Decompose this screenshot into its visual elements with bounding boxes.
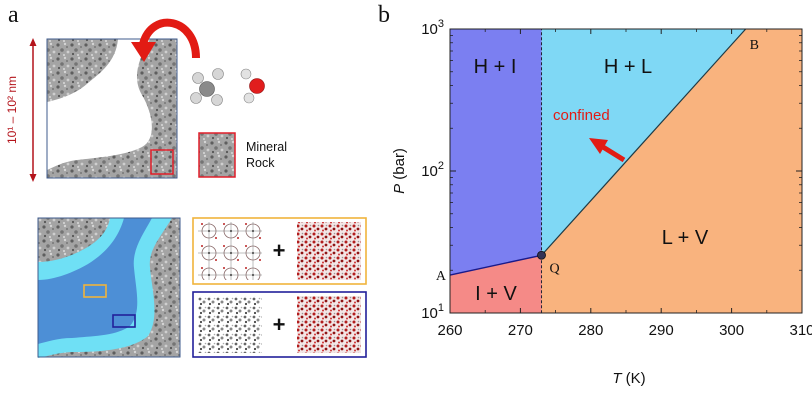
scale-label: 10¹ – 10² nm xyxy=(5,76,19,144)
mineral-highlight-box xyxy=(150,149,174,175)
y-tick-label-1000: 103 xyxy=(421,18,444,38)
plus-sign-1: + xyxy=(273,238,286,263)
scale-bar xyxy=(29,38,37,182)
x-tick-label-310: 310 xyxy=(789,322,812,339)
x-tick-label-300: 300 xyxy=(719,322,744,339)
region-h-i xyxy=(450,29,542,276)
y-tick-label-10: 101 xyxy=(421,302,444,322)
region-label-h-i: H + I xyxy=(474,56,517,78)
confined-pore-image xyxy=(37,217,181,358)
x-axis-unit: (K) xyxy=(622,370,646,387)
x-tick-label-270: 270 xyxy=(508,322,533,339)
point-B-label: B xyxy=(750,38,759,53)
point-A-label: A xyxy=(436,269,447,284)
x-axis-symbol: T xyxy=(612,370,623,387)
rotate-arrow-icon xyxy=(131,18,200,62)
region-i-v xyxy=(450,255,542,313)
methane-gas-image xyxy=(198,296,262,353)
confined-annotation: confined xyxy=(553,107,610,124)
x-tick-label-290: 290 xyxy=(649,322,674,339)
region-label-l-v: L + V xyxy=(662,227,709,249)
methane-molecule-icon xyxy=(190,68,224,106)
confined-region-box xyxy=(112,314,136,328)
mineral-label-line1: Mineral xyxy=(246,140,287,154)
boundary-QB xyxy=(541,28,747,256)
boundary-AQ xyxy=(449,254,542,276)
region-label-i-v: I + V xyxy=(475,283,517,305)
hydrate-lattice-image xyxy=(198,222,262,280)
confined-arrow-icon xyxy=(589,138,626,163)
gas-water-simulation-box xyxy=(192,291,367,358)
water-molecule-icon xyxy=(240,68,265,104)
y-axis-symbol: P xyxy=(391,184,408,194)
liquid-water-image-2 xyxy=(297,296,361,353)
phase-diagram-plot: H + I H + L L + V I + V 260 270 280 290 300 310 1… xyxy=(421,18,812,339)
region-l-v xyxy=(541,29,802,313)
mineral-label-line2: Rock xyxy=(246,156,275,170)
hydrate-water-simulation-box xyxy=(192,217,367,285)
x-axis-label: T (K) xyxy=(612,370,645,387)
x-tick-label-260: 260 xyxy=(437,322,462,339)
point-Q-label: Q xyxy=(550,261,560,276)
rock-pore-image xyxy=(46,38,178,179)
panel-a-label: a xyxy=(8,2,19,28)
y-axis-label: P (bar) xyxy=(391,148,408,194)
region-label-h-l: H + L xyxy=(604,56,652,78)
plus-sign-2: + xyxy=(273,312,286,337)
mineral-rock-swatch xyxy=(198,132,236,178)
x-tick-label-280: 280 xyxy=(578,322,603,339)
bulk-region-box xyxy=(83,284,107,298)
y-tick-label-100: 102 xyxy=(421,160,444,180)
panel-b-label: b xyxy=(378,2,390,28)
point-Q-marker xyxy=(537,250,546,260)
liquid-water-image-1 xyxy=(297,222,361,280)
y-axis-unit: (bar) xyxy=(391,148,408,184)
